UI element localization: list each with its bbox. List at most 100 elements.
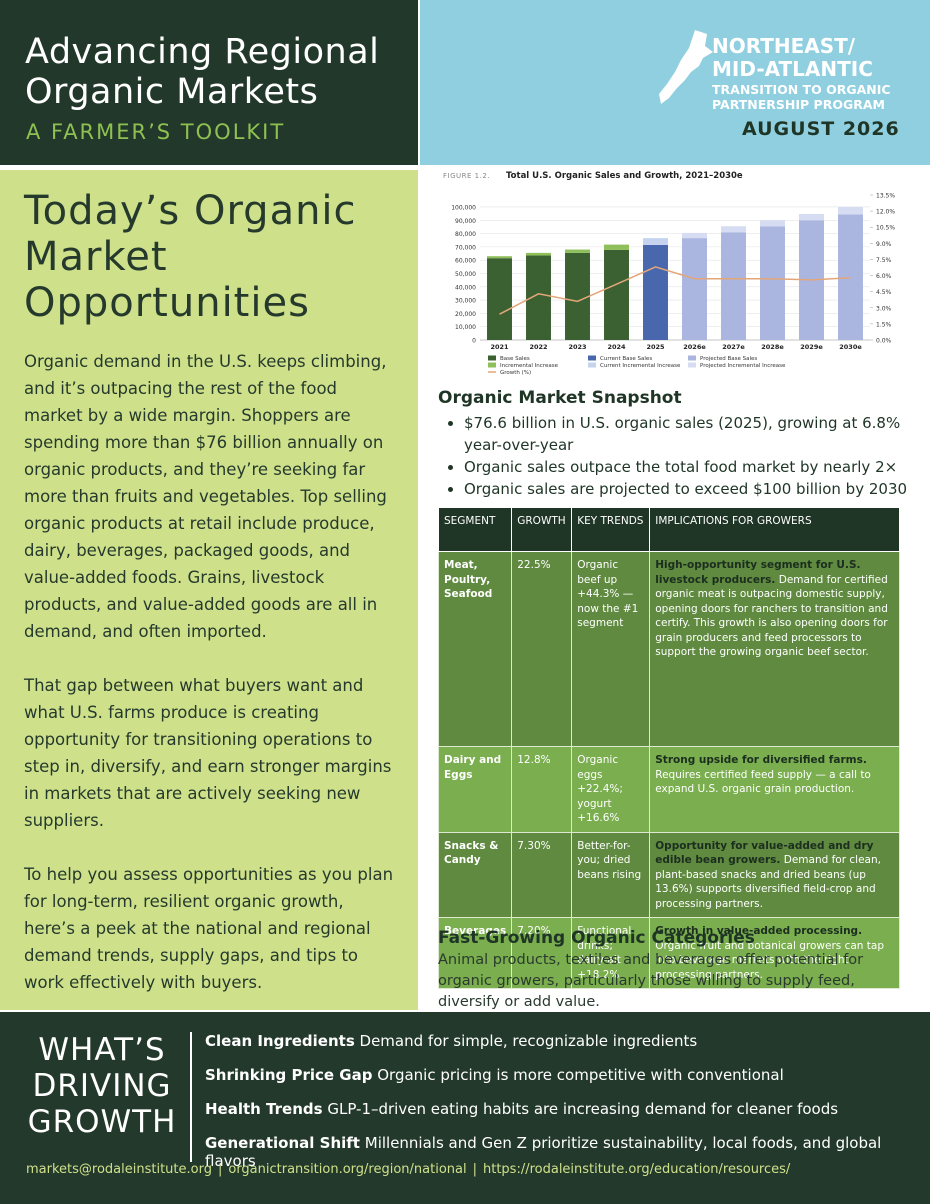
program-name: MID-ATLANTIC [712,57,873,81]
driver-name: Clean Ingredients [205,1032,355,1050]
intro-heading: Today’s Organic Market Opportunities [24,188,357,326]
x-tick-label: 2021 [490,343,509,351]
table-row: Snacks & Candy 7.30% Better-for-you; dried… [437,831,900,918]
fast-text: Animal products, textiles and beverages … [438,952,864,1010]
table-cell: Organic eggs +22.4%; yogurt +16.6% [571,746,651,833]
bar-segment [565,249,590,253]
heading-line: WHAT’S [38,1032,166,1068]
footer-links: markets@rodaleinstitute.org | organictrans… [26,1162,790,1177]
bullet: Organic sales are projected to exceed $1… [464,478,908,500]
growth-line [499,266,851,315]
drivers-band: WHAT’S DRIVING GROWTH markets@rodaleinst… [0,1012,930,1204]
divider [190,1032,192,1162]
separator: | [472,1162,477,1177]
table-cell: Snacks & Candy [437,831,513,918]
table-cell: Growth in value-added processing. Organi… [649,917,900,989]
x-tick-label: 2026e [683,343,706,351]
paragraph: Organic demand in the U.S. keeps climbin… [24,352,387,641]
snapshot: Organic Market Snapshot $76.6 billion in… [438,388,908,500]
x-tick-label: 2025 [646,343,665,351]
fast-growing: Fast-Growing Organic Categories Animal p… [438,928,908,1013]
table-cell: 7.30% [511,831,573,918]
x-tick-label: 2022 [529,343,547,351]
x-tick-label: 2030e [839,343,862,351]
implication-text: Requires certified feed supply — a call … [655,768,871,796]
implication-lead: Opportunity for value-added and dry edib… [655,839,874,867]
legend-label: Current Incremental Increase [600,363,681,369]
table-cell: Meat, Poultry, Seafood [437,551,513,747]
chart: FIGURE 1.2. Total U.S. Organic Sales and… [443,171,895,376]
drivers-heading: WHAT’S DRIVING GROWTH [22,1032,182,1140]
bar-segment [838,214,863,340]
y2-tick-label: 3.0% [876,305,892,312]
driver-name: Health Trends [205,1100,323,1118]
bar-segment [604,244,629,250]
separator: | [217,1162,223,1177]
intro-panel: Today’s Organic Market Opportunities Org… [0,170,418,1010]
title: Advancing Regional Organic Markets [25,32,380,112]
y-tick-label: 100,000 [451,204,476,211]
y-tick-label: 10,000 [455,324,476,331]
segment-table: SEGMENT GROWTH KEY TRENDS IMPLICATIONS F… [437,507,900,989]
y-tick-label: 50,000 [455,271,476,278]
bar-segment [487,256,512,259]
y-tick-label: 70,000 [455,244,476,251]
heading-line: DRIVING [32,1068,172,1104]
y2-tick-label: 6.0% [876,273,892,280]
y2-tick-label: 0.0% [876,338,892,345]
bar-segment [643,244,668,340]
y-tick-label: 20,000 [455,311,476,318]
driver-name: Shrinking Price Gap [205,1066,373,1084]
bar-segment [682,238,707,340]
implication-text: Organic fruit and botanical growers can … [655,939,884,981]
legend-label: Current Base Sales [600,356,652,362]
table-row: Meat, Poultry, Seafood 22.5% Organic beef … [437,551,900,747]
legend-label: Incremental Increase [500,363,559,369]
column-header: SEGMENT [437,507,513,552]
bar-segment [760,220,785,227]
table-cell: High-opportunity segment for U.S. livest… [649,551,900,747]
table-row: Dairy and Eggs 12.8% Organic eggs +22.4%; … [437,746,900,833]
bar-segment [682,232,707,239]
legend-label: Base Sales [500,356,530,362]
bar-segment [565,252,590,340]
legend-swatch [688,362,696,368]
legend-label: Projected Base Sales [700,356,757,362]
table-cell: Better-for-you; dried beans rising [571,831,651,918]
program-name: PARTNERSHIP PROGRAM [712,97,885,112]
x-tick-label: 2023 [568,343,586,351]
driver: Clean Ingredients Demand for simple, rec… [205,1032,697,1050]
bar-segment [799,214,824,221]
paragraph: To help you assess opportunities as you … [24,865,394,992]
bar-segment [643,238,668,245]
date: AUGUST 2026 [742,118,900,140]
table-cell: Organic beef up +44.3% — now the #1 segm… [571,551,651,747]
program-name: TRANSITION TO ORGANIC [712,82,891,97]
y-tick-label: 30,000 [455,298,476,305]
implication-lead: High-opportunity segment for U.S. livest… [655,559,861,586]
bar-segment [721,232,746,340]
column-header: GROWTH [511,507,573,552]
legend-swatch [488,362,496,368]
column-header: KEY TRENDS [571,507,651,552]
column-header: IMPLICATIONS FOR GROWERS [649,507,900,552]
figure-label: FIGURE 1.2. [443,172,490,180]
driver-text: Demand for simple, recognizable ingredie… [359,1032,698,1050]
footer-link: https://rodaleinstitute.org/education/re… [482,1162,791,1177]
driver: Generational Shift Millennials and Gen Z… [205,1134,930,1170]
footer-link: organictransition.org/region/national [228,1162,467,1177]
y2-tick-label: 4.5% [876,289,892,296]
driver-name: Generational Shift [205,1134,360,1152]
driver-text: GLP-1–driven eating habits are increasin… [327,1100,839,1118]
snapshot-heading: Organic Market Snapshot [438,388,682,408]
driver-text: Millennials and Gen Z prioritize sustain… [205,1134,882,1170]
y-tick-label: 80,000 [455,231,476,238]
table-cell: 22.5% [511,551,573,747]
legend-swatch [588,362,596,368]
table-cell: Strong upside for diversified farms. Req… [649,746,900,833]
heading-line: GROWTH [27,1104,177,1140]
legend-swatch [588,355,596,361]
bullet-list: $76.6 billion in U.S. organic sales (202… [438,412,908,500]
y2-tick-label: 10.5% [876,225,895,232]
